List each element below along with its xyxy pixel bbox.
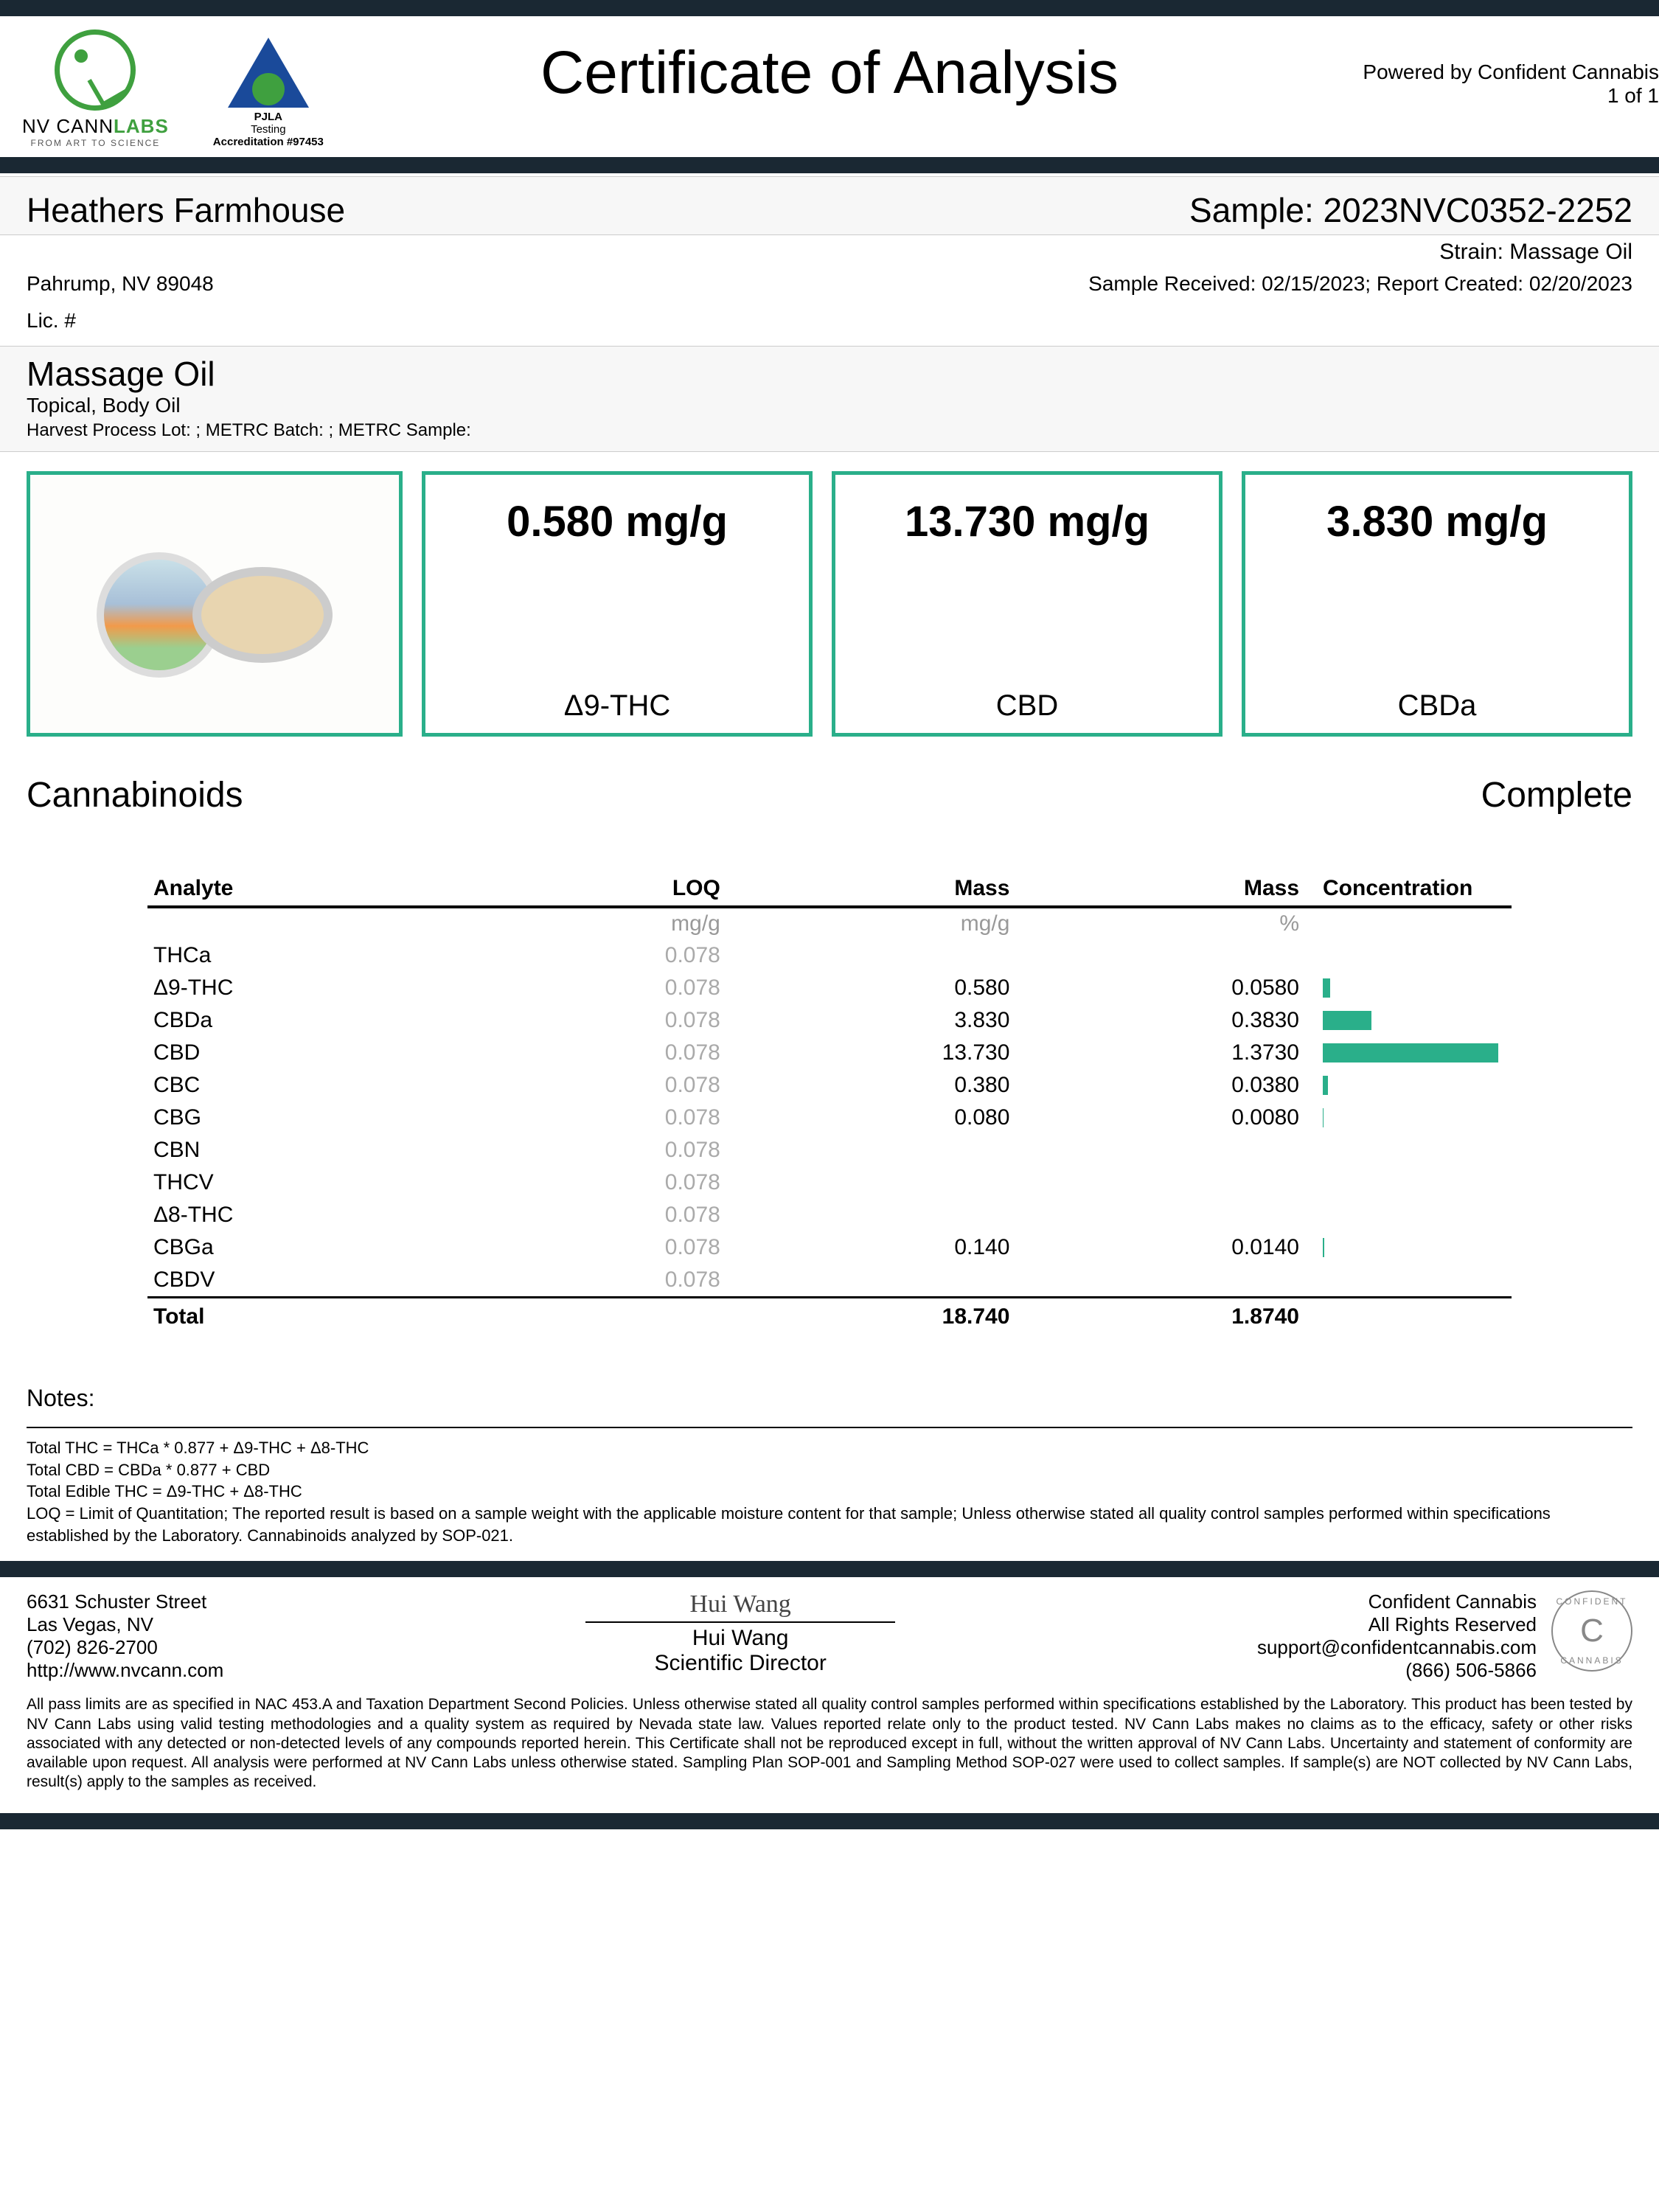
notes-label: Notes: <box>0 1355 1659 1422</box>
col-mass-pct: Mass <box>1015 872 1305 907</box>
product-name: Massage Oil <box>27 354 1632 394</box>
sample-dates: Sample Received: 02/15/2023; Report Crea… <box>1088 272 1632 296</box>
metric-label: Δ9-THC <box>564 689 671 723</box>
footer-divider <box>0 1561 1659 1577</box>
cannabinoids-status: Complete <box>1481 775 1632 815</box>
product-image <box>27 471 403 737</box>
footer-right: Confident Cannabis All Rights Reserved s… <box>1257 1590 1632 1682</box>
col-analyte: Analyte <box>147 872 481 907</box>
accreditation-logo: PJLA Testing Accreditation #97453 <box>213 38 324 148</box>
table-row: CBN0.078 <box>147 1134 1512 1166</box>
confident-cannabis-seal-icon: C <box>1551 1590 1632 1672</box>
fine-2: Total Edible THC = Δ9-THC + Δ8-THC <box>27 1481 1632 1503</box>
table-row: CBDa0.0783.8300.3830 <box>147 1004 1512 1037</box>
pjla-icon <box>228 38 309 108</box>
accred-l0: PJLA <box>254 111 282 123</box>
cc-rights: All Rights Reserved <box>1257 1613 1537 1636</box>
table-row: CBGa0.0780.1400.0140 <box>147 1231 1512 1264</box>
accred-l2: Accreditation #97453 <box>213 136 324 148</box>
signature-name: Hui Wang <box>223 1626 1257 1651</box>
lab-logo: NV CANNLABS FROM ART TO SCIENCE <box>22 29 169 148</box>
metric-value: 13.730 mg/g <box>905 497 1150 546</box>
signature-block: Hui Wang Hui Wang Scientific Director <box>223 1590 1257 1676</box>
table-row: CBC0.0780.3800.0380 <box>147 1069 1512 1102</box>
lab-name-a: NV CANN <box>22 115 114 137</box>
product-meta: Harvest Process Lot: ; METRC Batch: ; ME… <box>27 420 1632 441</box>
signature-title: Scientific Director <box>223 1651 1257 1676</box>
table-row: THCa0.078 <box>147 939 1512 972</box>
table-row: Δ9-THC0.0780.5800.0580 <box>147 972 1512 1004</box>
col-loq: LOQ <box>481 872 726 907</box>
cannabinoids-table: Analyte LOQ Mass Mass Concentration mg/g… <box>147 872 1512 1333</box>
metric-thc: 0.580 mg/g Δ9-THC <box>422 471 813 737</box>
footer-left: 6631 Schuster Street Las Vegas, NV (702)… <box>27 1590 223 1682</box>
cannabinoids-title: Cannabinoids <box>27 775 243 815</box>
table-row: Δ8-THC0.078 <box>147 1199 1512 1231</box>
page-number: 1 of 1 <box>1363 84 1659 108</box>
lab-city: Las Vegas, NV <box>27 1613 223 1636</box>
fine-0: Total THC = THCa * 0.877 + Δ9-THC + Δ8-T… <box>27 1437 1632 1459</box>
strain: Strain: Massage Oil <box>0 235 1659 268</box>
top-bar <box>0 0 1659 16</box>
lab-name-b: LABS <box>114 115 169 137</box>
fine-3: LOQ = Limit of Quantitation; The reporte… <box>27 1503 1632 1546</box>
table-row: CBG0.0780.0800.0080 <box>147 1102 1512 1134</box>
table-row: CBD0.07813.7301.3730 <box>147 1037 1512 1069</box>
footer: 6631 Schuster Street Las Vegas, NV (702)… <box>27 1577 1632 1692</box>
table-row: CBDV0.078 <box>147 1264 1512 1298</box>
lab-tagline: FROM ART TO SCIENCE <box>30 138 160 148</box>
lab-logo-icon <box>55 29 136 111</box>
disclaimer: All pass limits are as specified in NAC … <box>27 1692 1632 1812</box>
metric-label: CBD <box>996 689 1058 723</box>
client-address: Pahrump, NV 89048 <box>27 272 214 296</box>
product-type: Topical, Body Oil <box>27 394 1632 417</box>
header: NV CANNLABS FROM ART TO SCIENCE PJLA Tes… <box>0 16 1659 157</box>
client-name: Heathers Farmhouse <box>27 190 345 230</box>
metric-cbda: 3.830 mg/g CBDa <box>1242 471 1632 737</box>
header-divider <box>0 157 1659 173</box>
metric-value: 0.580 mg/g <box>507 497 728 546</box>
sample-id: Sample: 2023NVC0352-2252 <box>1189 190 1632 230</box>
license-label: Lic. # <box>0 309 1659 343</box>
cc-name: Confident Cannabis <box>1257 1590 1537 1613</box>
accred-l1: Testing <box>251 123 286 136</box>
metric-cbd: 13.730 mg/g CBD <box>832 471 1222 737</box>
metrics-row: 0.580 mg/g Δ9-THC 13.730 mg/g CBD 3.830 … <box>0 452 1659 756</box>
lab-street: 6631 Schuster Street <box>27 1590 223 1613</box>
fine-1: Total CBD = CBDa * 0.877 + CBD <box>27 1459 1632 1481</box>
cc-email: support@confidentcannabis.com <box>1257 1636 1537 1659</box>
cc-phone: (866) 506-5866 <box>1257 1659 1537 1682</box>
document-title: Certificate of Analysis <box>540 38 1119 108</box>
table-row: THCV0.078 <box>147 1166 1512 1199</box>
col-mass-mg: Mass <box>726 872 1016 907</box>
fineprint: Total THC = THCa * 0.877 + Δ9-THC + Δ8-T… <box>0 1433 1659 1561</box>
lab-url: http://www.nvcann.com <box>27 1659 223 1682</box>
bottom-bar <box>0 1813 1659 1829</box>
metric-label: CBDa <box>1398 689 1477 723</box>
powered-by: Powered by Confident Cannabis <box>1363 60 1659 84</box>
signature-script: Hui Wang <box>223 1590 1257 1618</box>
col-conc: Concentration <box>1305 872 1512 907</box>
metric-value: 3.830 mg/g <box>1326 497 1548 546</box>
lab-phone: (702) 826-2700 <box>27 1636 223 1659</box>
